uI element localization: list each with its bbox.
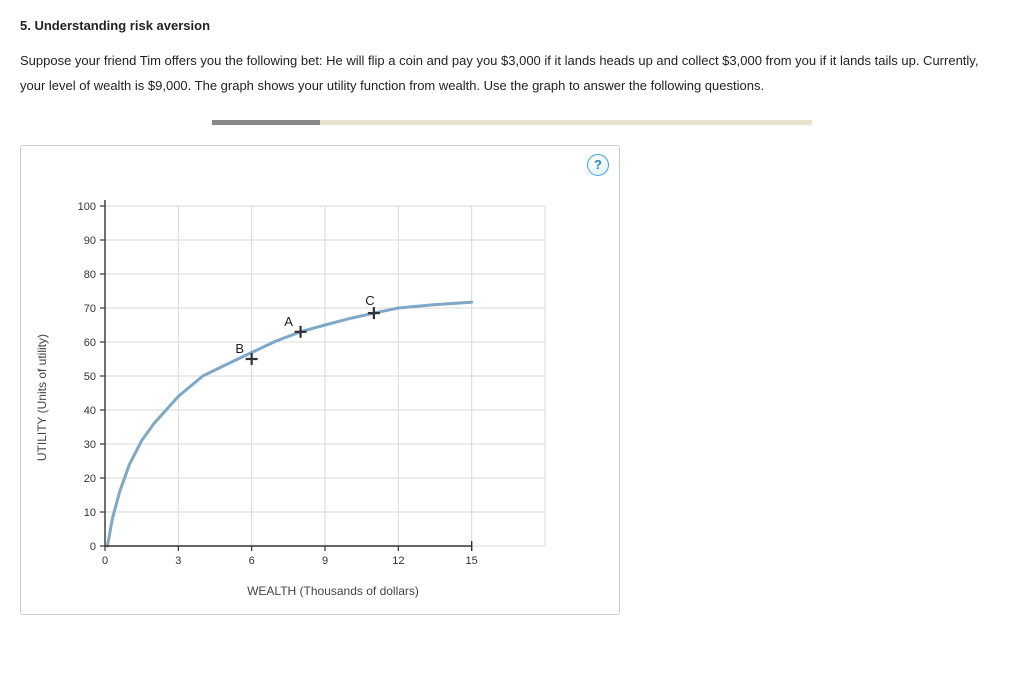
page-title: 5. Understanding risk aversion <box>20 18 1004 33</box>
svg-text:80: 80 <box>84 269 96 281</box>
svg-text:6: 6 <box>249 555 255 567</box>
x-axis-label: WEALTH (Thousands of dollars) <box>55 584 611 598</box>
svg-text:B: B <box>235 341 244 356</box>
help-icon[interactable]: ? <box>587 154 609 176</box>
svg-text:20: 20 <box>84 473 96 485</box>
svg-text:9: 9 <box>322 555 328 567</box>
svg-text:50: 50 <box>84 371 96 383</box>
section-divider <box>212 120 812 125</box>
svg-text:40: 40 <box>84 405 96 417</box>
svg-text:10: 10 <box>84 507 96 519</box>
y-axis-label: UTILITY (Units of utility) <box>35 334 49 461</box>
svg-text:3: 3 <box>175 555 181 567</box>
svg-text:0: 0 <box>102 555 108 567</box>
svg-text:30: 30 <box>84 439 96 451</box>
svg-text:90: 90 <box>84 235 96 247</box>
utility-chart-svg: 0 10 20 30 40 50 60 70 80 90 100 0 3 6 9 12 15 A B C <box>55 196 555 578</box>
svg-text:70: 70 <box>84 303 96 315</box>
svg-text:C: C <box>365 293 374 308</box>
svg-text:60: 60 <box>84 337 96 349</box>
chart-panel: ? UTILITY (Units of utility) 01020304050… <box>20 145 620 615</box>
svg-text:A: A <box>284 314 293 329</box>
question-prompt: Suppose your friend Tim offers you the f… <box>20 49 1004 98</box>
svg-text:100: 100 <box>78 201 96 213</box>
chart-area: 0 10 20 30 40 50 60 70 80 90 100 0 3 6 9 12 15 A B C WEALTH… <box>55 196 611 598</box>
svg-text:15: 15 <box>466 555 478 567</box>
svg-text:0: 0 <box>90 541 96 553</box>
svg-text:12: 12 <box>392 555 404 567</box>
